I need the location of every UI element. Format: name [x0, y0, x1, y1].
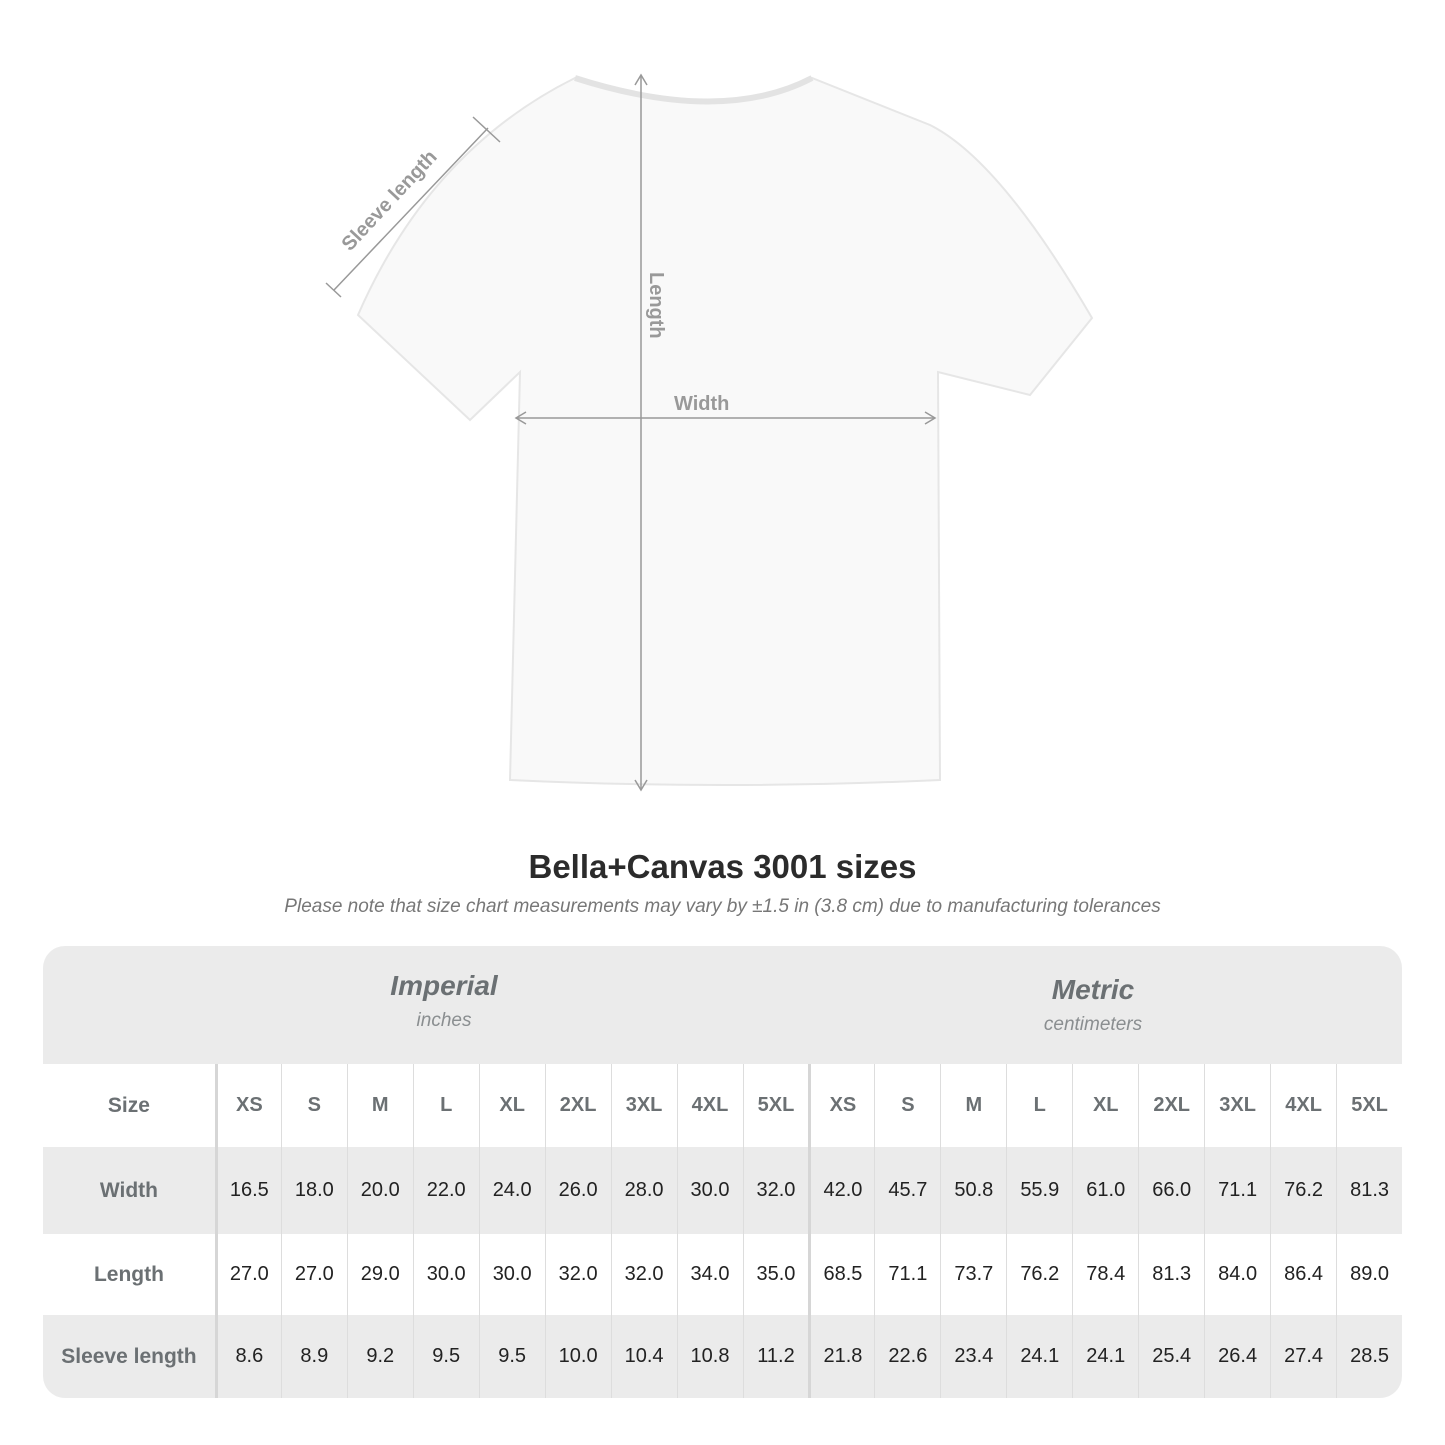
size-cell: 3XL	[1204, 1064, 1270, 1147]
value-cell: 71.1	[874, 1234, 940, 1315]
value-cell: 20.0	[346, 1147, 413, 1234]
value-cell: 32.0	[742, 1147, 809, 1234]
size-cell: 4XL	[676, 1064, 743, 1147]
value-cell: 45.7	[874, 1147, 940, 1234]
value-cell: 9.5	[478, 1315, 545, 1398]
page-title: Bella+Canvas 3001 sizes	[528, 848, 917, 885]
size-cell: 4XL	[1270, 1064, 1336, 1147]
value-cell: 30.0	[412, 1234, 479, 1315]
value-cell: 32.0	[544, 1234, 611, 1315]
value-cell: 55.9	[1006, 1147, 1072, 1234]
value-cell: 26.4	[1204, 1315, 1270, 1398]
value-cell: 16.5	[214, 1147, 281, 1234]
value-cell: 30.0	[478, 1234, 545, 1315]
value-cell: 21.8	[808, 1315, 874, 1398]
value-cell: 9.5	[412, 1315, 479, 1398]
size-cell: S	[280, 1064, 347, 1147]
table-row: Width 16.5 18.0 20.0 22.0 24.0 26.0 28.0 30.0 32.…	[43, 1147, 1402, 1234]
value-cell: 10.8	[676, 1315, 743, 1398]
imperial-header: Imperial inches	[215, 970, 673, 1032]
value-cell: 27.4	[1270, 1315, 1336, 1398]
length-label: Length	[645, 272, 667, 339]
size-cell: 5XL	[742, 1064, 809, 1147]
value-cell: 24.1	[1072, 1315, 1138, 1398]
row-label: Width	[99, 1178, 158, 1202]
value-cell: 24.1	[1006, 1315, 1072, 1398]
value-cell: 27.0	[214, 1234, 281, 1315]
imperial-title: Imperial	[390, 970, 498, 1001]
tshirt-diagram: Length Width Sleeve length	[325, 73, 1094, 792]
tshirt-shape	[356, 76, 1094, 786]
value-cell: 81.3	[1138, 1234, 1204, 1315]
value-cell: 32.0	[610, 1234, 677, 1315]
size-table: Imperial inches Metric centimeters Size X…	[43, 946, 1402, 1398]
size-cell: M	[940, 1064, 1006, 1147]
imperial-unit: inches	[416, 1010, 472, 1031]
value-cell: 28.5	[1336, 1315, 1402, 1398]
metric-title: Metric	[1051, 974, 1135, 1005]
value-cell: 11.2	[742, 1315, 809, 1398]
metric-header: Metric centimeters	[808, 974, 1378, 1036]
value-cell: 25.4	[1138, 1315, 1204, 1398]
value-cell: 86.4	[1270, 1234, 1336, 1315]
value-cell: 23.4	[940, 1315, 1006, 1398]
value-cell: 84.0	[1204, 1234, 1270, 1315]
value-cell: 18.0	[280, 1147, 347, 1234]
metric-unit: centimeters	[1043, 1014, 1143, 1035]
value-cell: 22.6	[874, 1315, 940, 1398]
value-cell: 26.0	[544, 1147, 611, 1234]
value-cell: 10.4	[610, 1315, 677, 1398]
size-cell: 3XL	[610, 1064, 677, 1147]
size-cell: XS	[808, 1064, 874, 1147]
size-cell: 2XL	[544, 1064, 611, 1147]
value-cell: 29.0	[346, 1234, 413, 1315]
row-label: Size	[107, 1093, 150, 1117]
value-cell: 9.2	[346, 1315, 413, 1398]
value-cell: 50.8	[940, 1147, 1006, 1234]
size-cell: L	[1006, 1064, 1072, 1147]
size-cell: S	[874, 1064, 940, 1147]
size-cell: L	[412, 1064, 479, 1147]
value-cell: 81.3	[1336, 1147, 1402, 1234]
value-cell: 42.0	[808, 1147, 874, 1234]
value-cell: 27.0	[280, 1234, 347, 1315]
size-header-row: Size XS S M L XL 2XL 3XL 4XL 5XL XS S M L XL 2XL 3XL 4XL 5…	[43, 1064, 1402, 1147]
value-cell: 73.7	[940, 1234, 1006, 1315]
value-cell: 10.0	[544, 1315, 611, 1398]
value-cell: 8.6	[214, 1315, 281, 1398]
size-cell: XL	[478, 1064, 545, 1147]
row-label: Sleeve length	[61, 1344, 197, 1368]
value-cell: 78.4	[1072, 1234, 1138, 1315]
size-cell: XS	[214, 1064, 281, 1147]
width-label: Width	[674, 393, 729, 415]
value-cell: 66.0	[1138, 1147, 1204, 1234]
value-cell: 89.0	[1336, 1234, 1402, 1315]
row-label: Length	[93, 1262, 164, 1286]
size-cell: M	[346, 1064, 413, 1147]
table-row: Length 27.0 27.0 29.0 30.0 30.0 32.0 32.0 34.0 35…	[43, 1234, 1402, 1315]
value-cell: 68.5	[808, 1234, 874, 1315]
value-cell: 61.0	[1072, 1147, 1138, 1234]
size-cell: XL	[1072, 1064, 1138, 1147]
value-cell: 30.0	[676, 1147, 743, 1234]
tolerance-note: Please note that size chart measurements…	[284, 896, 1161, 917]
size-cell: 5XL	[1336, 1064, 1402, 1147]
value-cell: 34.0	[676, 1234, 743, 1315]
value-cell: 76.2	[1270, 1147, 1336, 1234]
value-cell: 35.0	[742, 1234, 809, 1315]
value-cell: 76.2	[1006, 1234, 1072, 1315]
size-cell: 2XL	[1138, 1064, 1204, 1147]
value-cell: 24.0	[478, 1147, 545, 1234]
value-cell: 28.0	[610, 1147, 677, 1234]
value-cell: 22.0	[412, 1147, 479, 1234]
table-row: Sleeve length 8.6 8.9 9.2 9.5 9.5 10.0 10.4 10.8…	[43, 1315, 1402, 1398]
value-cell: 8.9	[280, 1315, 347, 1398]
value-cell: 71.1	[1204, 1147, 1270, 1234]
